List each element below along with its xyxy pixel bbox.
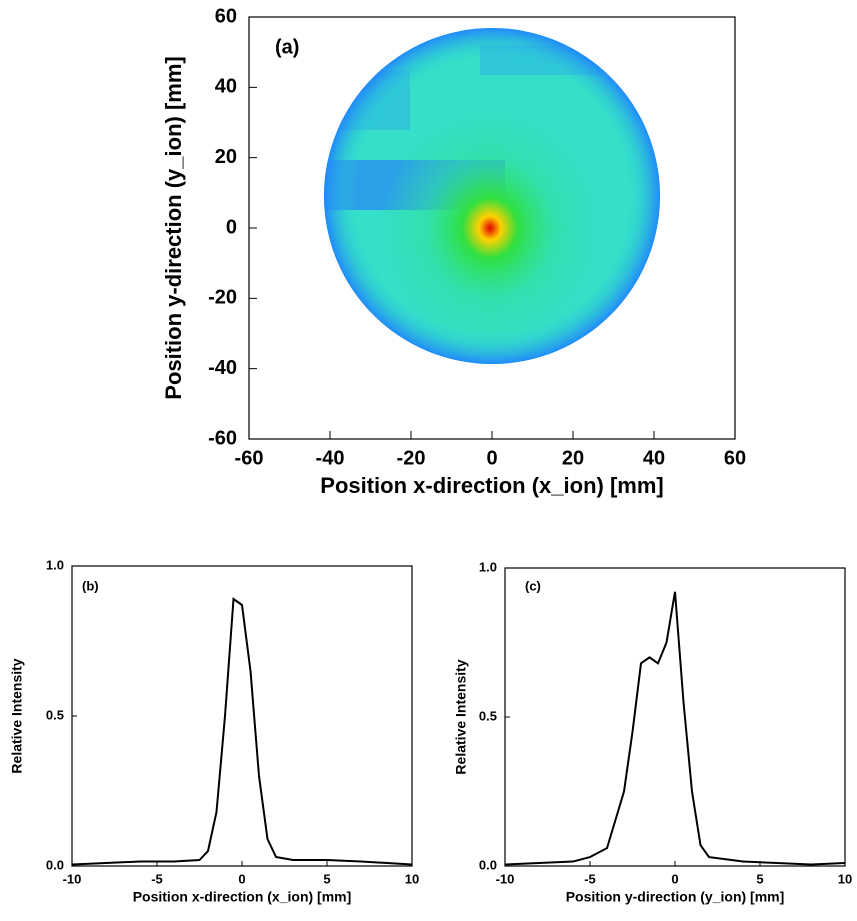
panel-annotation: (a): [275, 36, 299, 58]
y-tick-label: 60: [215, 5, 237, 27]
x-tick-label: 20: [562, 447, 584, 469]
x-tick-label: -5: [584, 871, 596, 886]
x-tick-label: 10: [405, 871, 419, 886]
y-tick-label: 1.0: [479, 559, 497, 574]
y-tick-label: 0.0: [479, 857, 497, 872]
x-tick-label: -5: [151, 871, 163, 886]
panel-annotation: (c): [525, 578, 541, 593]
line: [71, 597, 413, 866]
y-tick-label: 0.5: [479, 708, 497, 723]
x-tick-label: 60: [724, 447, 746, 469]
x-tick-label: 10: [838, 871, 852, 886]
x-tick-label: 0: [238, 871, 245, 886]
x-tick-label: 40: [643, 447, 665, 469]
y-tick-label: 0.0: [46, 857, 64, 872]
panel-annotation: (b): [82, 578, 99, 593]
x-axis-label: Position x-direction (x_ion) [mm]: [320, 473, 663, 498]
y-axis-label: Position y-direction (y_ion) [mm]: [161, 56, 186, 399]
x-tick-label: 5: [756, 871, 763, 886]
x-axis-label: Position y-direction (y_ion) [mm]: [566, 889, 785, 905]
y-tick-label: 1.0: [46, 557, 64, 572]
y-tick-label: -20: [208, 287, 237, 309]
x-tick-label: -10: [63, 871, 82, 886]
y-tick-label: 0: [226, 216, 237, 238]
x-tick-label: -20: [397, 447, 426, 469]
y-axis-label: Relative Intensity: [453, 659, 469, 774]
x-tick-label: -60: [235, 447, 264, 469]
heatmap-image: [324, 28, 660, 364]
y-tick-label: 40: [215, 76, 237, 98]
plot-frame: [504, 567, 846, 867]
x-tick-label: 0: [671, 871, 678, 886]
x-tick-label: -10: [496, 871, 515, 886]
y-axis-label: Relative Intensity: [9, 658, 25, 773]
x-tick-label: 5: [323, 871, 330, 886]
line: [504, 591, 846, 866]
x-tick-label: 0: [486, 447, 497, 469]
x-tick-label: -40: [316, 447, 345, 469]
x-axis-label: Position x-direction (x_ion) [mm]: [133, 889, 352, 905]
y-tick-label: 20: [215, 146, 237, 168]
y-tick-label: 0.5: [46, 707, 64, 722]
y-tick-label: -60: [208, 427, 237, 449]
y-tick-label: -40: [208, 357, 237, 379]
